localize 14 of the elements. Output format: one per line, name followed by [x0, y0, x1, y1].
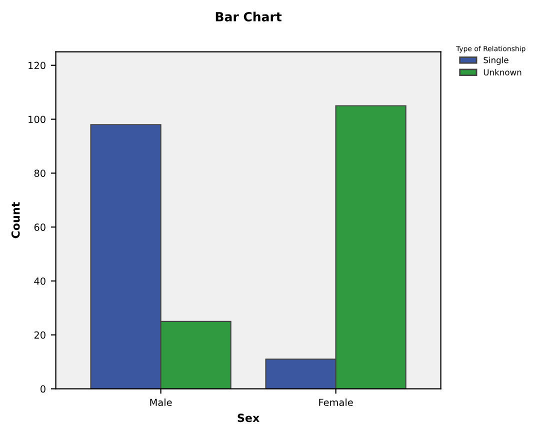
chart-title: Bar Chart [216, 12, 282, 22]
y-axis-title: Count [11, 202, 20, 238]
x-tick-label: Female [319, 398, 353, 406]
y-tick-label: 80 [34, 170, 46, 177]
y-tick-label: 20 [34, 331, 46, 339]
y-tick-label: 120 [28, 62, 46, 70]
y-tick-label: 0 [40, 385, 46, 393]
x-axis-title: Sex [238, 414, 260, 422]
legend-label: Single [484, 56, 508, 65]
y-tick-label: 100 [28, 116, 46, 124]
x-tick-label: Male [150, 398, 172, 406]
y-tick-label: 40 [34, 277, 46, 285]
y-tick-label: 60 [34, 224, 46, 231]
legend-label: Unknown [484, 68, 522, 76]
